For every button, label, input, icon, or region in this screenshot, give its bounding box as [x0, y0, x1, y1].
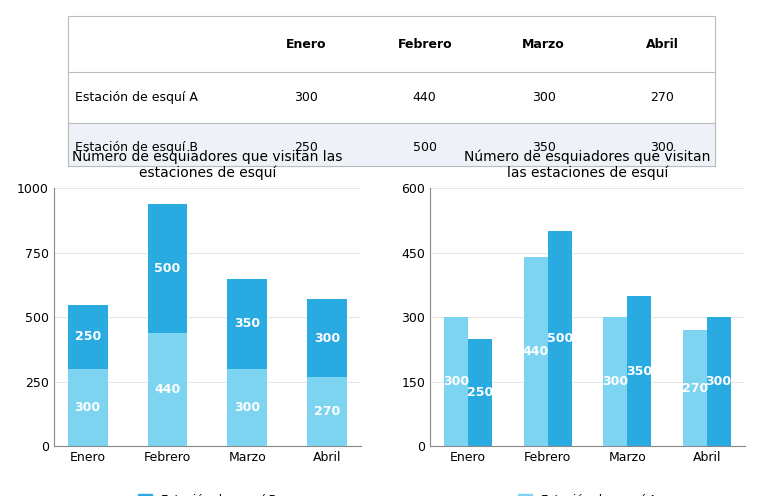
Text: Estación de esquí B: Estación de esquí B	[74, 141, 197, 154]
Text: Estación de esquí A: Estación de esquí A	[74, 91, 197, 104]
Text: 350: 350	[626, 365, 652, 377]
Text: 270: 270	[314, 405, 340, 418]
Bar	[147, 333, 187, 446]
Bar	[445, 317, 468, 446]
Text: 300: 300	[531, 91, 555, 104]
Text: 500: 500	[547, 332, 573, 345]
Bar	[147, 204, 187, 333]
Bar	[307, 377, 347, 446]
Title: Número de esquiadores que visitan
las estaciones de esquí: Número de esquiadores que visitan las es…	[465, 149, 710, 181]
Text: 270: 270	[650, 91, 674, 104]
Text: 440: 440	[154, 383, 180, 396]
Text: 270: 270	[682, 382, 708, 395]
Bar	[524, 257, 548, 446]
Bar	[227, 279, 267, 369]
Text: 250: 250	[467, 386, 493, 399]
Bar	[307, 300, 347, 377]
Title: Número de esquiadores que visitan las
estaciones de esquí: Número de esquiadores que visitan las es…	[72, 149, 343, 181]
Bar	[604, 317, 627, 446]
Text: 440: 440	[413, 91, 436, 104]
Bar	[683, 330, 707, 446]
Bar	[68, 16, 715, 72]
Text: 300: 300	[706, 375, 732, 388]
Bar	[707, 317, 730, 446]
Text: 350: 350	[234, 317, 260, 330]
Text: 440: 440	[523, 345, 549, 358]
Legend: Estación de esquí A, Estación de esquí B: Estación de esquí A, Estación de esquí B	[518, 494, 657, 496]
Legend: Estación de esquí B, Estación de esquí A: Estación de esquí B, Estación de esquí A	[137, 494, 277, 496]
Text: 300: 300	[74, 401, 101, 414]
Text: Marzo: Marzo	[522, 38, 565, 51]
Bar	[68, 369, 108, 446]
Text: Abril: Abril	[646, 38, 679, 51]
Text: 300: 300	[294, 91, 318, 104]
Bar	[68, 72, 715, 123]
Bar	[227, 369, 267, 446]
Text: Enero: Enero	[286, 38, 326, 51]
Text: 250: 250	[74, 330, 101, 343]
Text: Febrero: Febrero	[397, 38, 452, 51]
Text: 300: 300	[650, 141, 674, 154]
Bar	[548, 232, 571, 446]
Text: 300: 300	[314, 331, 340, 345]
Text: 300: 300	[443, 375, 469, 388]
Text: 500: 500	[412, 141, 437, 154]
Bar	[468, 339, 492, 446]
Text: 250: 250	[294, 141, 318, 154]
Text: 500: 500	[154, 262, 180, 275]
Bar	[68, 123, 715, 166]
Bar	[68, 305, 108, 369]
Text: 300: 300	[602, 375, 628, 388]
Text: 350: 350	[531, 141, 555, 154]
Text: 300: 300	[234, 401, 260, 414]
Bar	[627, 296, 651, 446]
